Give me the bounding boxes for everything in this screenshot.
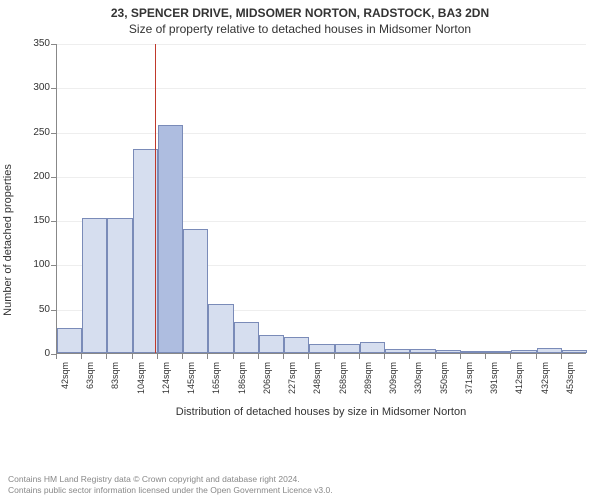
x-tick-label: 186sqm <box>237 362 247 402</box>
x-tick-label: 432sqm <box>540 362 550 402</box>
x-tick-label: 63sqm <box>85 362 95 402</box>
y-tick-mark <box>51 177 56 178</box>
y-tick-label: 50 <box>24 304 50 315</box>
histogram-bar <box>511 350 536 353</box>
x-tick-mark <box>233 354 234 359</box>
y-tick-mark <box>51 221 56 222</box>
x-tick-mark <box>308 354 309 359</box>
histogram-bar <box>335 344 360 353</box>
x-tick-label: 227sqm <box>287 362 297 402</box>
y-tick-label: 350 <box>24 38 50 49</box>
attribution-line-1: Contains HM Land Registry data © Crown c… <box>8 474 333 485</box>
x-tick-mark <box>157 354 158 359</box>
histogram-bar <box>234 322 259 353</box>
x-tick-mark <box>207 354 208 359</box>
x-tick-mark <box>182 354 183 359</box>
histogram-bar <box>385 349 410 353</box>
x-tick-label: 145sqm <box>186 362 196 402</box>
title-main: 23, SPENCER DRIVE, MIDSOMER NORTON, RADS… <box>0 6 600 20</box>
highlight-line <box>155 44 156 353</box>
attribution: Contains HM Land Registry data © Crown c… <box>8 474 333 496</box>
x-tick-label: 453sqm <box>565 362 575 402</box>
histogram-bar <box>537 348 562 353</box>
x-axis-label: Distribution of detached houses by size … <box>171 406 471 418</box>
x-tick-label: 309sqm <box>388 362 398 402</box>
histogram-bar <box>82 218 107 353</box>
x-tick-label: 268sqm <box>338 362 348 402</box>
x-tick-mark <box>561 354 562 359</box>
x-tick-mark <box>536 354 537 359</box>
gridline <box>57 88 586 89</box>
x-tick-mark <box>460 354 461 359</box>
histogram-bar <box>562 350 587 353</box>
y-tick-mark <box>51 88 56 89</box>
y-tick-label: 0 <box>24 348 50 359</box>
x-tick-mark <box>334 354 335 359</box>
x-tick-label: 412sqm <box>514 362 524 402</box>
x-tick-label: 248sqm <box>312 362 322 402</box>
histogram-bar <box>461 351 486 353</box>
title-sub: Size of property relative to detached ho… <box>0 22 600 36</box>
x-tick-mark <box>384 354 385 359</box>
histogram-bar <box>259 335 284 353</box>
chart-area: Number of detached properties Distributi… <box>0 40 600 440</box>
x-tick-label: 206sqm <box>262 362 272 402</box>
y-tick-label: 150 <box>24 215 50 226</box>
y-tick-label: 200 <box>24 171 50 182</box>
x-tick-label: 289sqm <box>363 362 373 402</box>
histogram-bar <box>57 328 82 353</box>
y-tick-mark <box>51 44 56 45</box>
histogram-bar <box>183 229 208 353</box>
x-tick-mark <box>258 354 259 359</box>
x-tick-label: 330sqm <box>413 362 423 402</box>
x-tick-mark <box>132 354 133 359</box>
y-tick-mark <box>51 265 56 266</box>
histogram-bar <box>309 344 334 353</box>
chart-titles: 23, SPENCER DRIVE, MIDSOMER NORTON, RADS… <box>0 0 600 36</box>
x-tick-label: 350sqm <box>439 362 449 402</box>
y-tick-mark <box>51 310 56 311</box>
histogram-bar <box>133 149 158 353</box>
x-tick-mark <box>409 354 410 359</box>
x-tick-label: 391sqm <box>489 362 499 402</box>
histogram-bar <box>360 342 385 353</box>
x-tick-mark <box>435 354 436 359</box>
y-tick-label: 100 <box>24 259 50 270</box>
histogram-bar <box>410 349 435 353</box>
x-tick-mark <box>359 354 360 359</box>
x-tick-mark <box>106 354 107 359</box>
x-tick-mark <box>510 354 511 359</box>
x-tick-label: 104sqm <box>136 362 146 402</box>
histogram-bar <box>486 351 511 353</box>
y-tick-label: 250 <box>24 127 50 138</box>
x-tick-label: 42sqm <box>60 362 70 402</box>
histogram-bar <box>107 218 132 354</box>
x-tick-mark <box>81 354 82 359</box>
y-axis-label: Number of detached properties <box>2 164 14 316</box>
histogram-bar <box>158 125 183 354</box>
y-tick-label: 300 <box>24 82 50 93</box>
x-tick-label: 371sqm <box>464 362 474 402</box>
x-tick-label: 165sqm <box>211 362 221 402</box>
y-tick-mark <box>51 133 56 134</box>
gridline <box>57 44 586 45</box>
histogram-bar <box>208 304 233 353</box>
x-tick-label: 124sqm <box>161 362 171 402</box>
attribution-line-2: Contains public sector information licen… <box>8 485 333 496</box>
plot-area <box>56 44 586 354</box>
x-tick-mark <box>283 354 284 359</box>
x-tick-mark <box>485 354 486 359</box>
histogram-bar <box>284 337 309 353</box>
gridline <box>57 133 586 134</box>
histogram-bar <box>436 350 461 353</box>
x-tick-label: 83sqm <box>110 362 120 402</box>
x-tick-mark <box>56 354 57 359</box>
